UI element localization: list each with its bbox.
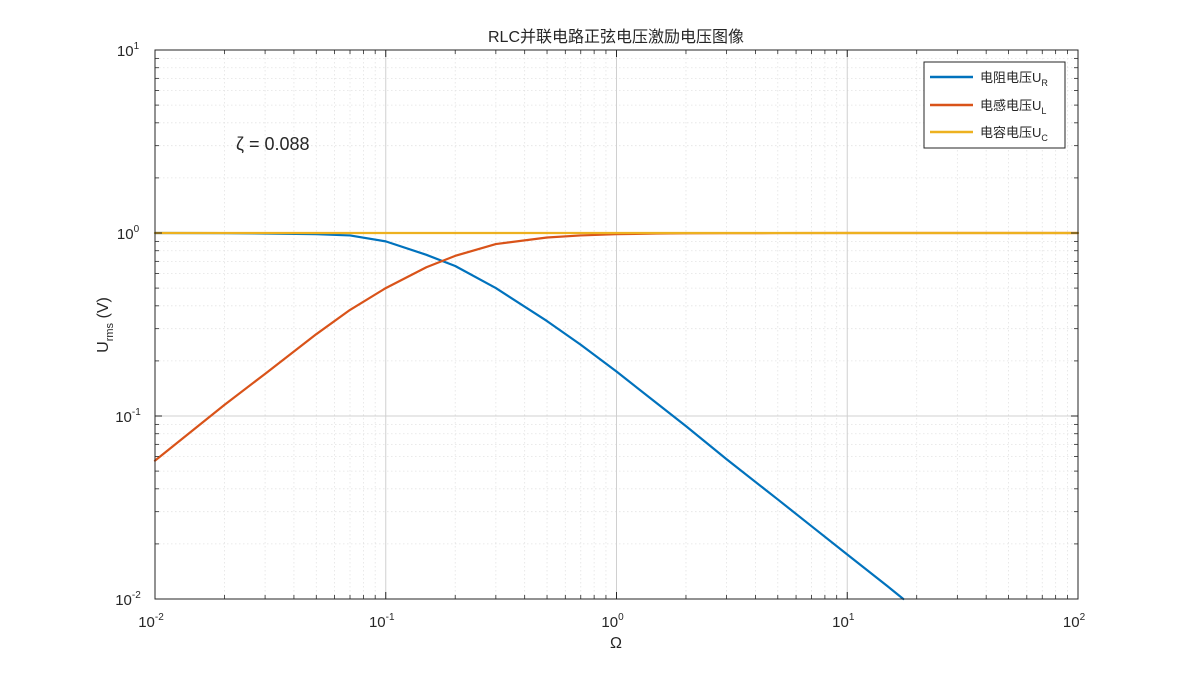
damping-annotation: ζ = 0.088 [236,134,310,154]
y-tick-labels: 10-2 10-1 100 101 [115,41,141,609]
x-axis-label: Ω [610,635,622,652]
legend-label-resistor: 电阻电压UR [980,70,1048,88]
y-axis-label-suffix: (V) [95,297,112,323]
y-tick-label: 10-2 [115,590,141,609]
x-tick-label: 102 [1063,612,1086,631]
axis-ticks [154,49,1079,600]
resistor-voltage-line [153,231,905,601]
x-tick-label: 101 [832,612,855,631]
legend: 电阻电压UR 电感电压UL 电容电压UC [923,61,1066,149]
y-tick-label: 10-1 [115,407,141,426]
y-axis-label-main: U [95,341,112,353]
chart-title: RLC并联电路正弦电压激励电压图像 [488,28,744,46]
y-tick-label: 101 [117,41,140,60]
x-tick-label: 10-1 [369,612,395,631]
series-layer [153,231,1080,601]
x-tick-label: 10-2 [138,612,164,631]
x-tick-labels: 10-2 10-1 100 101 102 [138,612,1085,631]
legend-label-inductor: 电感电压UL [980,98,1046,116]
y-tick-label: 100 [117,224,140,243]
y-axis-label-sub: rms [104,322,116,341]
x-tick-label: 100 [601,612,624,631]
legend-label-capacitor: 电容电压UC [980,125,1048,143]
y-axis-label: Urms (V) [95,297,116,353]
